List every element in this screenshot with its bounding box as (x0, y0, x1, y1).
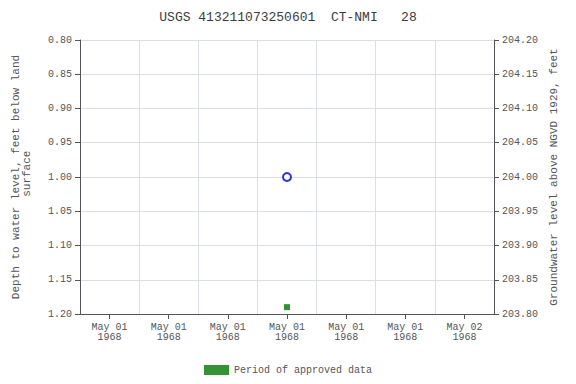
svg-text:1.20: 1.20 (48, 309, 72, 320)
svg-text:Period of approved data: Period of approved data (234, 365, 372, 376)
svg-text:May 01: May 01 (387, 321, 424, 333)
svg-text:1.05: 1.05 (48, 206, 72, 217)
svg-text:203.95: 203.95 (502, 206, 538, 217)
svg-text:1.15: 1.15 (48, 274, 72, 285)
svg-text:204.00: 204.00 (502, 172, 538, 183)
svg-text:1968: 1968 (275, 332, 299, 343)
svg-text:Depth to water level, feet bel: Depth to water level, feet below land (9, 54, 22, 300)
svg-text:1.00: 1.00 (48, 172, 72, 183)
svg-text:0.85: 0.85 (48, 69, 72, 80)
svg-text:May 01: May 01 (209, 321, 246, 333)
svg-text:Groundwater level above NGVD 1: Groundwater level above NGVD 1929, feet (548, 48, 560, 305)
svg-text:1.10: 1.10 (48, 240, 72, 251)
svg-text:May 01: May 01 (150, 321, 187, 333)
svg-text:May 01: May 01 (328, 321, 365, 333)
svg-text:0.80: 0.80 (48, 35, 72, 46)
svg-text:203.80: 203.80 (502, 309, 538, 320)
svg-text:0.90: 0.90 (48, 103, 72, 114)
svg-text:surface: surface (21, 151, 33, 204)
svg-text:204.10: 204.10 (502, 103, 538, 114)
svg-text:May 02: May 02 (446, 321, 483, 333)
svg-text:204.05: 204.05 (502, 137, 538, 148)
svg-text:1968: 1968 (216, 332, 240, 343)
svg-text:May 01: May 01 (269, 321, 305, 333)
svg-text:203.85: 203.85 (502, 274, 538, 285)
svg-text:1968: 1968 (157, 332, 181, 343)
svg-text:203.90: 203.90 (502, 240, 538, 251)
svg-text:USGS 413211073250601 CT-NMI: USGS 413211073250601 CT-NMI 28 (159, 10, 416, 25)
svg-text:1968: 1968 (393, 332, 417, 343)
svg-text:204.20: 204.20 (502, 35, 538, 46)
svg-text:1968: 1968 (452, 332, 476, 343)
svg-text:0.95: 0.95 (48, 137, 72, 148)
svg-text:1968: 1968 (334, 332, 358, 343)
svg-text:May 01: May 01 (91, 321, 128, 333)
svg-text:1968: 1968 (98, 332, 122, 343)
svg-text:204.15: 204.15 (502, 69, 538, 80)
